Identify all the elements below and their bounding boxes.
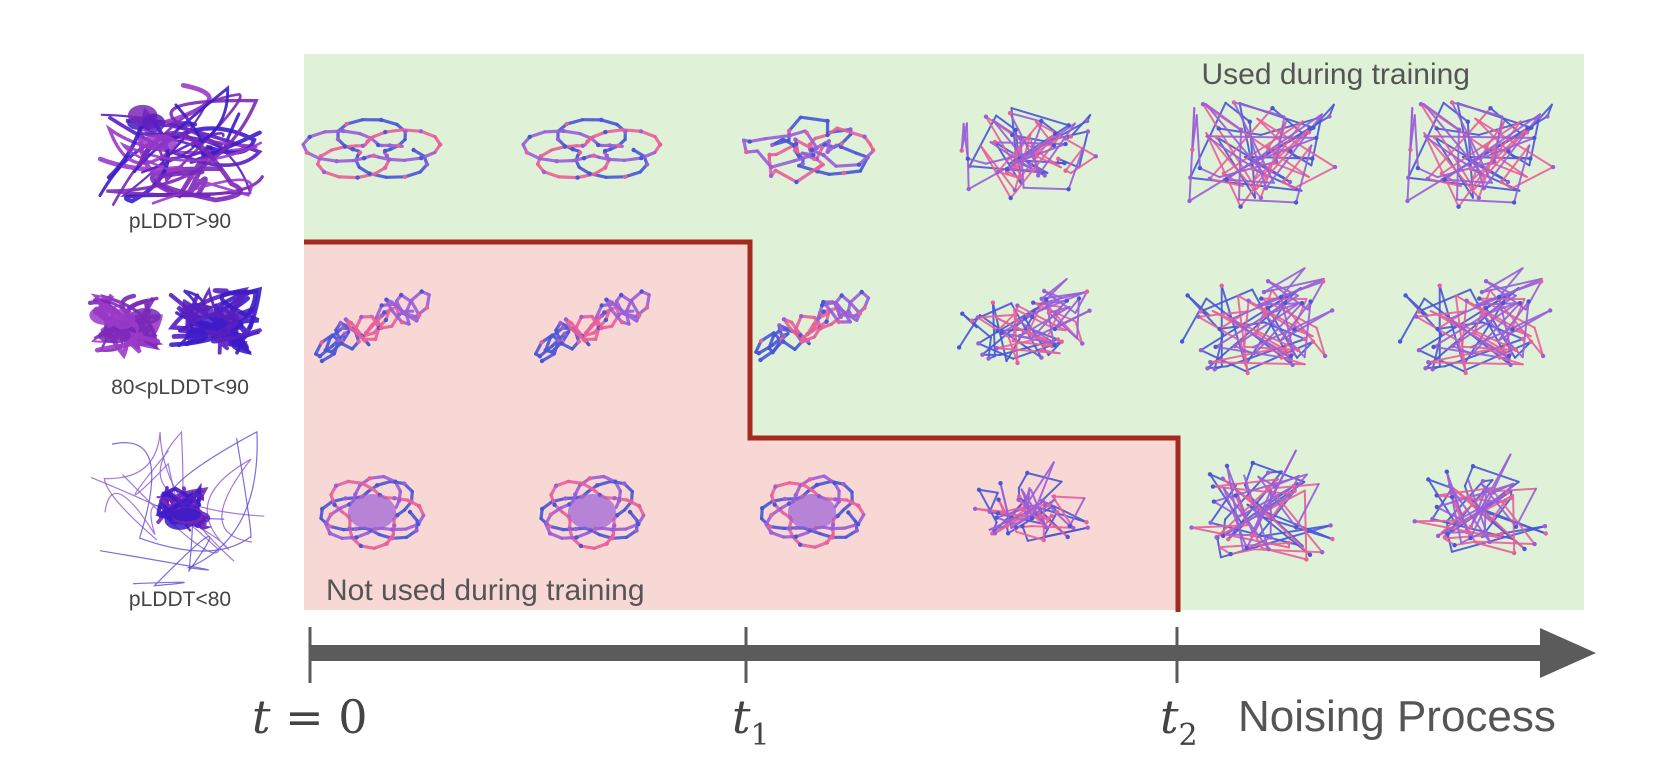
row-label-low: pLDDT<80 (128, 588, 232, 611)
tick-label-t1: t1 (732, 690, 770, 753)
tick-var-t1: t (732, 690, 751, 744)
structure-panel (1179, 267, 1335, 376)
row-label-medium: 80<pLDDT<90 (111, 376, 249, 399)
noised-structures-grid (301, 100, 1556, 562)
tick-eq-t0: = 0 (285, 690, 368, 744)
structure-panel (1189, 449, 1335, 562)
tick-label-t0: t = 0 (252, 690, 368, 753)
not-used-region (304, 242, 1178, 610)
tick-sub-t1: 1 (750, 718, 770, 753)
structure-panel (1397, 267, 1553, 376)
structure-panel (1405, 100, 1556, 209)
training-boundary-line (304, 239, 1181, 612)
structure-panel (754, 289, 871, 363)
time-axis (308, 627, 1596, 683)
structure-panel (972, 461, 1090, 543)
used-during-training-label: Used during training (1201, 58, 1471, 91)
structure-panel (301, 117, 443, 180)
row-label-high: pLDDT>90 (128, 210, 232, 233)
protein-structure-row1 (97, 83, 264, 206)
structure-panel (1412, 453, 1549, 556)
tick-sub-t2: 2 (1178, 718, 1198, 753)
tick-var-t0: t (252, 690, 271, 744)
axis-arrow-head (1540, 628, 1596, 678)
structure-panel (759, 474, 866, 549)
protein-structure-row2 (87, 286, 263, 360)
structure-panel (319, 474, 426, 550)
structure-panel (1187, 100, 1338, 209)
structure-panel (741, 115, 876, 185)
structure-panel (521, 117, 663, 180)
structure-panel (314, 289, 431, 364)
structure-panel (533, 289, 651, 364)
structure-panel (956, 278, 1092, 366)
structure-panel (959, 107, 1099, 201)
noising-process-label: Noising Process (1238, 692, 1556, 741)
protein-structure-row3 (90, 430, 265, 587)
tick-label-t2: t2 (1160, 690, 1198, 753)
structure-panel (539, 474, 646, 550)
axis-arrow-shaft (310, 645, 1546, 661)
tick-var-t2: t (1160, 690, 1179, 744)
not-used-during-training-label: Not used during training (326, 574, 645, 607)
